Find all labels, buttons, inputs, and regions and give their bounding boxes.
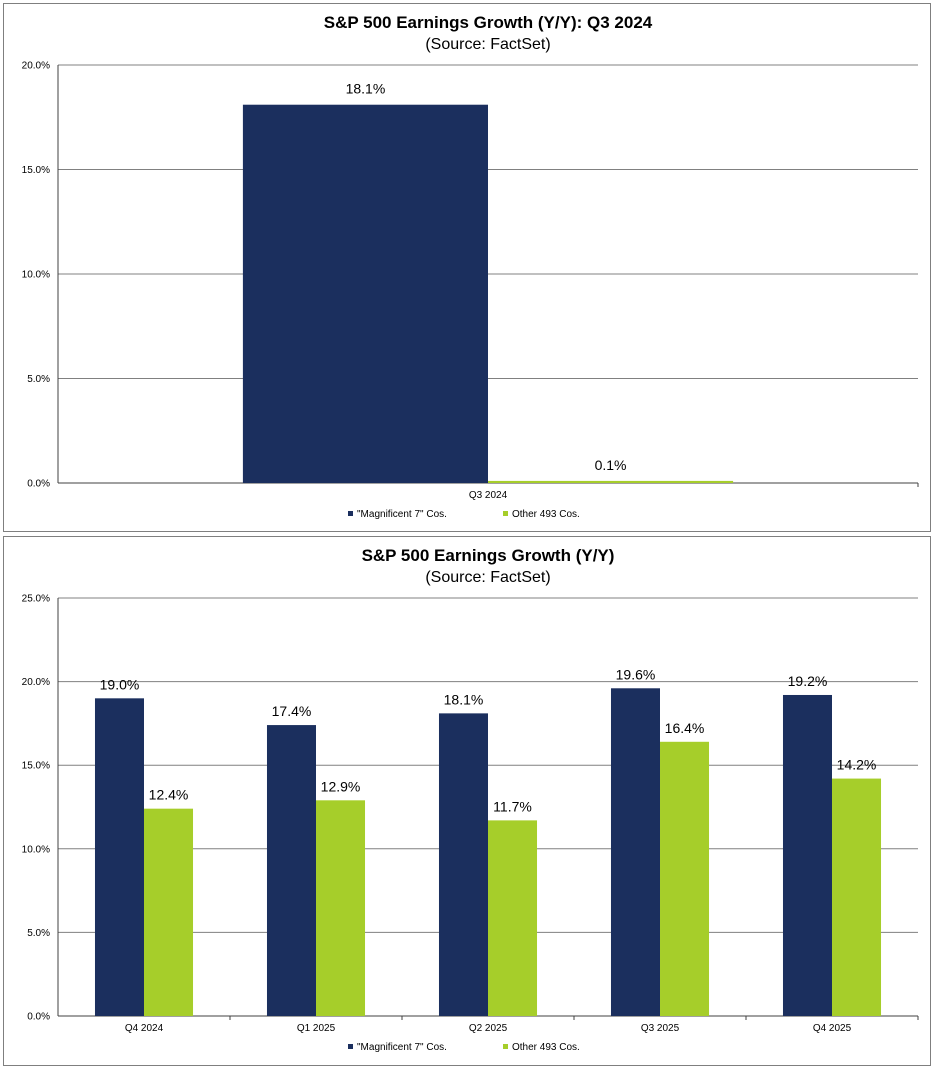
y-tick-label: 0.0% bbox=[27, 479, 50, 490]
other-493-data-label: 12.4% bbox=[149, 787, 189, 803]
other-493-data-label: 0.1% bbox=[595, 457, 627, 473]
y-tick-label: 5.0% bbox=[27, 374, 50, 385]
chart-q3-2024: S&P 500 Earnings Growth (Y/Y): Q3 2024 (S… bbox=[22, 13, 919, 520]
other-493-data-label: 16.4% bbox=[665, 720, 705, 736]
chart-subtitle: (Source: FactSet) bbox=[425, 569, 550, 586]
magnificent-7-data-label: 18.1% bbox=[444, 691, 484, 707]
magnificent-7-data-label: 19.2% bbox=[788, 673, 828, 689]
magnificent-7-bar bbox=[266, 725, 316, 1016]
magnificent-7-data-label: 17.4% bbox=[272, 703, 312, 719]
magnificent-7-bar bbox=[438, 713, 488, 1016]
chart-title: S&P 500 Earnings Growth (Y/Y) bbox=[362, 546, 615, 565]
chart-forward-quarters: S&P 500 Earnings Growth (Y/Y) (Source: Fa… bbox=[22, 546, 919, 1053]
chart-panel-q3-2024: S&P 500 Earnings Growth (Y/Y): Q3 2024 (S… bbox=[3, 3, 931, 532]
other-493-bar bbox=[832, 778, 882, 1016]
x-category-label: Q4 2024 bbox=[125, 1023, 164, 1034]
legend-swatch-magnificent-7 bbox=[348, 511, 353, 516]
magnificent-7-bar bbox=[94, 698, 144, 1016]
magnificent-7-data-label: 18.1% bbox=[346, 81, 386, 97]
chart-title: S&P 500 Earnings Growth (Y/Y): Q3 2024 bbox=[324, 13, 653, 32]
magnificent-7-bar bbox=[782, 694, 832, 1016]
chart-panel-forward-quarters: S&P 500 Earnings Growth (Y/Y) (Source: Fa… bbox=[3, 536, 931, 1066]
legend-label-other-493: Other 493 Cos. bbox=[512, 509, 580, 520]
magnificent-7-bar bbox=[610, 688, 660, 1016]
y-tick-label: 0.0% bbox=[27, 1012, 50, 1023]
x-category-label: Q2 2025 bbox=[469, 1023, 508, 1034]
other-493-data-label: 14.2% bbox=[837, 757, 877, 773]
legend-label-magnificent-7: "Magnificent 7" Cos. bbox=[357, 509, 447, 520]
other-493-bar bbox=[660, 741, 710, 1016]
legend-swatch-other-493 bbox=[503, 511, 508, 516]
legend-label-other-493: Other 493 Cos. bbox=[512, 1042, 580, 1053]
y-tick-label: 10.0% bbox=[22, 844, 50, 855]
other-493-bar bbox=[488, 820, 538, 1016]
x-category-label: Q3 2024 bbox=[469, 490, 508, 501]
y-tick-label: 15.0% bbox=[22, 165, 50, 176]
magnificent-7-data-label: 19.0% bbox=[100, 676, 140, 692]
y-tick-label: 20.0% bbox=[22, 677, 50, 688]
legend-swatch-other-493 bbox=[503, 1044, 508, 1049]
legend-label-magnificent-7: "Magnificent 7" Cos. bbox=[357, 1042, 447, 1053]
y-tick-label: 10.0% bbox=[22, 270, 50, 281]
other-493-bar bbox=[488, 480, 734, 483]
y-tick-label: 5.0% bbox=[27, 928, 50, 939]
x-category-label: Q4 2025 bbox=[813, 1023, 852, 1034]
x-category-label: Q1 2025 bbox=[297, 1023, 336, 1034]
magnificent-7-data-label: 19.6% bbox=[616, 666, 656, 682]
magnificent-7-bar bbox=[242, 104, 488, 484]
other-493-data-label: 11.7% bbox=[493, 798, 532, 814]
other-493-bar bbox=[144, 808, 194, 1016]
y-tick-label: 25.0% bbox=[22, 594, 50, 605]
other-493-data-label: 12.9% bbox=[321, 778, 361, 794]
y-tick-label: 20.0% bbox=[22, 61, 50, 72]
x-category-label: Q3 2025 bbox=[641, 1023, 680, 1034]
chart-subtitle: (Source: FactSet) bbox=[425, 36, 550, 53]
y-tick-label: 15.0% bbox=[22, 761, 50, 772]
other-493-bar bbox=[316, 800, 366, 1016]
legend-swatch-magnificent-7 bbox=[348, 1044, 353, 1049]
